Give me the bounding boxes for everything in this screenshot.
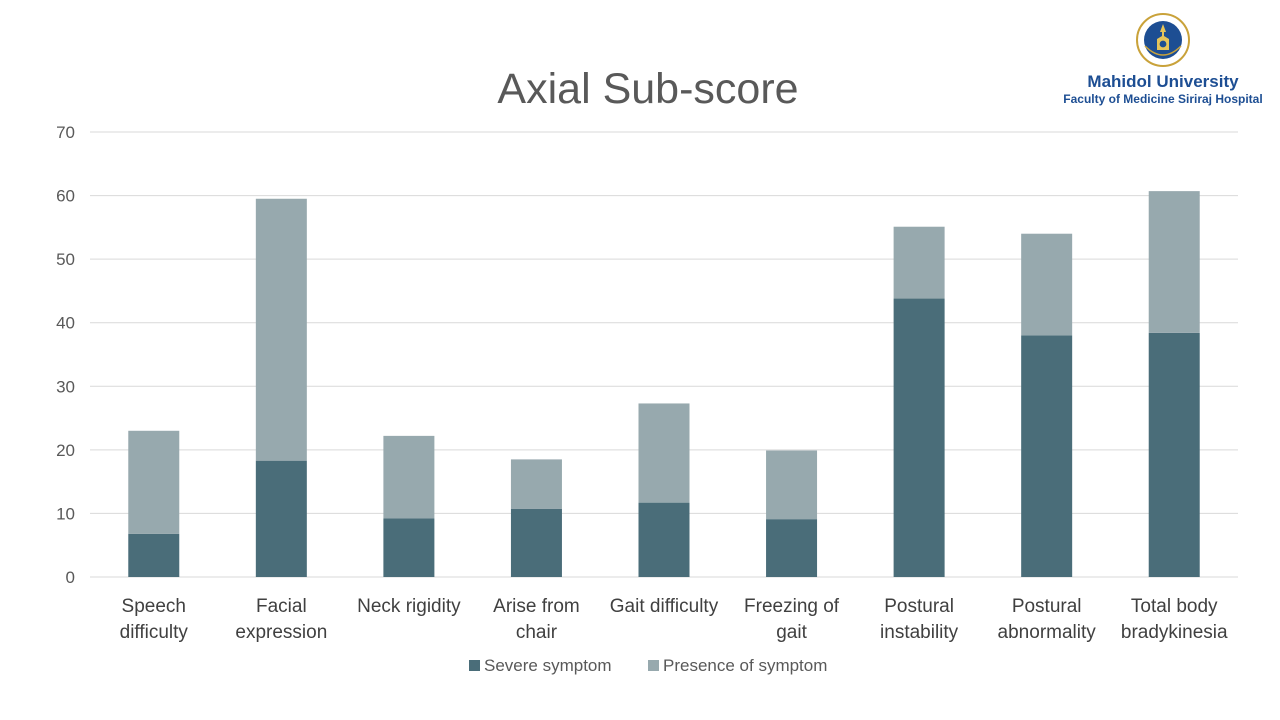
x-category-label: Postural xyxy=(884,596,954,617)
bar-presence xyxy=(638,403,690,503)
legend: Severe symptom Presence of symptom xyxy=(469,656,827,675)
x-category-label: Gait difficulty xyxy=(610,596,719,617)
x-category-label: abnormality xyxy=(998,622,1097,643)
bar-presence xyxy=(1021,233,1073,336)
y-tick-label: 10 xyxy=(56,504,75,523)
legend-label: Presence of symptom xyxy=(663,656,827,675)
y-tick-label: 50 xyxy=(56,250,75,269)
x-category-label: Speech xyxy=(122,596,186,617)
x-category-label: gait xyxy=(776,622,807,643)
bar-severe xyxy=(893,298,945,577)
legend-swatch xyxy=(469,660,480,671)
bar-series xyxy=(128,191,1200,577)
bar-presence xyxy=(255,198,307,461)
bar-presence xyxy=(510,459,562,509)
bar-presence xyxy=(766,450,818,520)
x-category-label: bradykinesia xyxy=(1121,622,1228,643)
y-tick-label: 60 xyxy=(56,187,75,206)
bar-severe xyxy=(383,518,435,577)
chart-title: Axial Sub-score xyxy=(497,65,798,113)
university-seal-icon xyxy=(1136,13,1190,67)
bar-presence xyxy=(893,226,945,299)
bar-severe xyxy=(128,533,180,577)
y-tick-label: 40 xyxy=(56,314,75,333)
y-tick-label: 70 xyxy=(56,123,75,142)
bar-presence xyxy=(1148,191,1200,333)
bar-presence xyxy=(383,435,435,519)
x-category-label: instability xyxy=(880,622,959,643)
y-tick-label: 30 xyxy=(56,377,75,396)
university-logo: Mahidol University Faculty of Medicine S… xyxy=(1058,12,1268,106)
x-category-label: Arise from xyxy=(493,596,580,617)
legend-label: Severe symptom xyxy=(484,656,612,675)
x-category-label: chair xyxy=(516,622,558,643)
y-axis-ticks: 0 10 20 30 40 50 60 70 xyxy=(56,123,75,587)
bar-severe xyxy=(766,519,818,577)
bar-severe xyxy=(638,502,690,577)
bar-severe xyxy=(255,460,307,577)
bar-severe xyxy=(1148,332,1200,577)
x-axis-labels: Speech difficulty Facial expression Neck rig… xyxy=(120,596,1228,643)
x-category-label: Freezing of xyxy=(744,596,840,617)
x-category-label: Total body xyxy=(1131,596,1218,617)
x-category-label: expression xyxy=(235,622,327,643)
x-category-label: Postural xyxy=(1012,596,1082,617)
y-tick-label: 20 xyxy=(56,441,75,460)
x-category-label: Facial xyxy=(256,596,307,617)
y-tick-label: 0 xyxy=(66,568,75,587)
x-category-label: difficulty xyxy=(120,622,189,643)
bar-severe xyxy=(510,508,562,577)
x-category-label: Neck rigidity xyxy=(357,596,461,617)
university-name: Mahidol University xyxy=(1087,72,1239,91)
bar-severe xyxy=(1021,335,1073,577)
faculty-name: Faculty of Medicine Siriraj Hospital xyxy=(1063,92,1263,106)
legend-swatch xyxy=(648,660,659,671)
bar-presence xyxy=(128,430,180,534)
